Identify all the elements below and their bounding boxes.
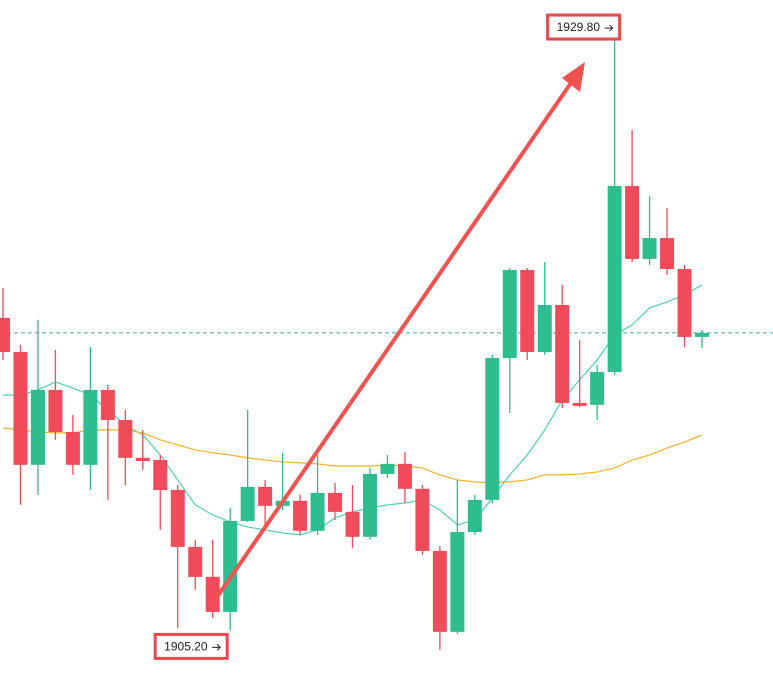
price-annotation: 1929.80: [546, 13, 622, 41]
candle-body: [625, 185, 640, 259]
candle-body: [362, 473, 377, 537]
annotation-label: 1905.20: [164, 640, 208, 654]
candle-body: [660, 238, 675, 270]
candle-body: [205, 576, 220, 612]
candle-body: [153, 460, 168, 491]
candle-body: [83, 389, 98, 465]
candle-body: [642, 238, 657, 259]
annotation-box: [153, 632, 229, 660]
candle-body: [502, 269, 517, 359]
candle-body: [345, 511, 360, 537]
annotation-label: 1929.80: [557, 20, 601, 34]
candle-body: [240, 486, 255, 521]
candle-body: [135, 457, 150, 461]
candle-body: [485, 358, 500, 500]
candle-body: [555, 305, 570, 403]
candle-body: [590, 371, 605, 405]
candle-body: [100, 389, 115, 420]
candle-body: [0, 317, 10, 353]
candle-body: [695, 332, 709, 337]
candle-body: [450, 532, 465, 632]
candle-body: [415, 488, 430, 551]
candle-body: [432, 550, 447, 632]
candle-body: [48, 389, 63, 432]
candle-body: [677, 269, 692, 337]
candle-body: [467, 499, 482, 533]
candle-body: [607, 185, 622, 372]
candle-body: [293, 500, 308, 531]
candle-body: [65, 431, 80, 465]
trend-arrow: [213, 62, 585, 602]
candle-body: [258, 486, 273, 506]
candle-body: [223, 520, 238, 612]
candle-body: [188, 546, 203, 577]
candle-body: [328, 492, 343, 512]
annotation-arrow: [604, 24, 614, 32]
candle-body: [30, 389, 45, 465]
candle-body: [310, 492, 325, 531]
candle-body: [118, 419, 133, 458]
price-annotation: 1905.20: [153, 632, 229, 660]
candle-body: [380, 463, 395, 474]
candle-body: [520, 269, 535, 353]
candle-body: [397, 463, 412, 489]
annotation-box: [546, 13, 622, 41]
annotation-arrow: [212, 644, 221, 651]
candle-body: [537, 305, 552, 353]
candle-body: [572, 402, 587, 406]
candle-body: [13, 352, 28, 465]
candle-body: [170, 490, 185, 547]
